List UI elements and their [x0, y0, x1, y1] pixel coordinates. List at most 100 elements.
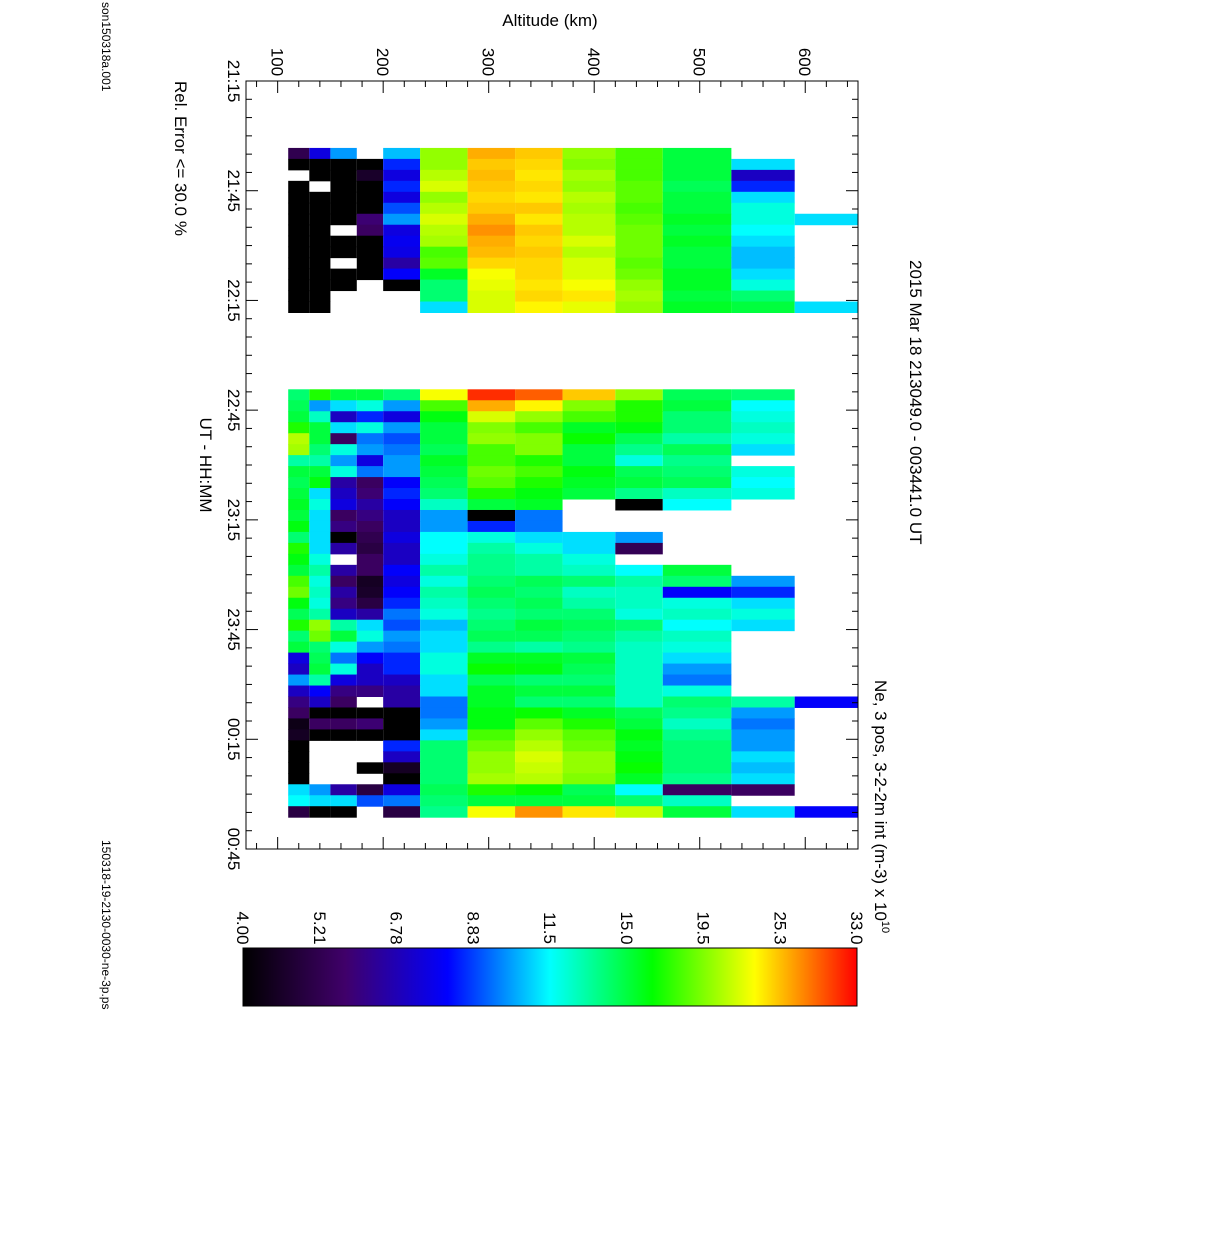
- heatmap-cell: [330, 696, 357, 708]
- x-tick-label: 22:15: [224, 279, 243, 322]
- heatmap-cell: [562, 268, 616, 281]
- heatmap-cell: [562, 301, 616, 313]
- heatmap-cell: [562, 674, 616, 687]
- colorbar-tick-label: 33.0: [847, 911, 866, 944]
- heatmap-cell: [615, 608, 663, 621]
- heatmap-cell: [288, 586, 310, 599]
- heatmap-cell: [356, 499, 384, 511]
- heatmap-cell: [662, 608, 732, 621]
- heatmap-cell: [562, 762, 616, 774]
- heatmap-cell: [615, 718, 663, 730]
- heatmap-cell: [383, 389, 421, 401]
- heatmap-cell: [330, 718, 357, 730]
- heatmap-cell: [330, 663, 357, 676]
- heatmap-cell: [356, 564, 384, 577]
- heatmap-cell: [562, 411, 616, 423]
- heatmap-cell: [615, 246, 663, 259]
- heatmap-cell: [467, 696, 516, 708]
- heatmap-cell: [288, 213, 310, 226]
- heatmap-cell: [309, 422, 331, 434]
- heatmap-cell: [420, 575, 468, 588]
- heatmap-cell: [330, 597, 357, 610]
- heatmap-cell: [309, 158, 331, 171]
- heatmap-cell: [731, 213, 795, 226]
- heatmap-cell: [383, 213, 421, 226]
- heatmap-cell: [420, 773, 468, 785]
- heatmap-cell: [420, 213, 468, 226]
- heatmap-cell: [383, 531, 421, 544]
- heatmap-cell: [309, 652, 331, 665]
- heatmap-cell: [330, 575, 357, 588]
- heatmap-cell: [731, 773, 795, 785]
- colorbar-tick-label: 6.78: [387, 911, 406, 944]
- heatmap-cell: [309, 575, 331, 588]
- heatmap-cell: [356, 685, 384, 697]
- heatmap-cell: [515, 784, 563, 796]
- heatmap-cell: [288, 795, 310, 807]
- heatmap-cell: [420, 466, 468, 478]
- heatmap-cell: [515, 411, 563, 423]
- heatmap-cell: [330, 488, 357, 500]
- heatmap-cell: [562, 147, 616, 160]
- heatmap-cell: [330, 444, 357, 456]
- heatmap-cell: [309, 466, 331, 478]
- heatmap-cell: [562, 652, 616, 665]
- heatmap-cell: [383, 477, 421, 489]
- heatmap-cell: [731, 290, 795, 303]
- heatmap-cell: [288, 707, 310, 719]
- heatmap-cell: [731, 751, 795, 763]
- heatmap-cell: [383, 553, 421, 566]
- heatmap-cell: [467, 477, 516, 489]
- heatmap-cell: [515, 674, 563, 687]
- heatmap-cell: [615, 290, 663, 303]
- heatmap-cell: [615, 542, 663, 555]
- heatmap-cell: [615, 158, 663, 171]
- heatmap-cell: [309, 235, 331, 248]
- heatmap-cell: [309, 784, 331, 796]
- plot-file-label: 150318-19-2130-0030-ne-3p.ps: [99, 840, 113, 1009]
- heatmap-cell: [288, 400, 310, 412]
- heatmap-cell: [288, 158, 310, 171]
- heatmap-cell: [615, 444, 663, 456]
- heatmap-cell: [615, 422, 663, 434]
- heatmap-cell: [562, 641, 616, 654]
- heatmap-cell: [615, 663, 663, 676]
- heatmap-cell: [731, 246, 795, 259]
- heatmap-cell: [467, 718, 516, 730]
- heatmap-cell: [562, 784, 616, 796]
- heatmap-cell: [467, 564, 516, 577]
- heatmap-cell: [288, 488, 310, 500]
- heatmap-cell: [420, 224, 468, 237]
- heatmap-cell: [420, 389, 468, 401]
- heatmap-cell: [330, 674, 357, 687]
- heatmap-cell: [330, 268, 357, 281]
- heatmap-cell: [467, 707, 516, 719]
- heatmap-cell: [356, 674, 384, 687]
- heatmap-cell: [662, 158, 732, 171]
- heatmap-cell: [467, 762, 516, 774]
- heatmap-cell: [467, 773, 516, 785]
- heatmap-cell: [288, 784, 310, 796]
- heatmap-cell: [420, 477, 468, 489]
- heatmap-cell: [288, 597, 310, 610]
- heatmap-cell: [662, 246, 732, 259]
- heatmap-cell: [615, 180, 663, 193]
- heatmap-cell: [288, 608, 310, 621]
- heatmap-cell: [562, 619, 616, 632]
- heatmap-cell: [662, 751, 732, 763]
- heatmap-cell: [383, 202, 421, 215]
- heatmap-cell: [383, 586, 421, 599]
- heatmap-cell: [309, 696, 331, 708]
- heatmap-cell: [288, 663, 310, 676]
- heatmap-cell: [467, 246, 516, 259]
- heatmap-cell: [330, 400, 357, 412]
- heatmap-cell: [309, 619, 331, 632]
- heatmap-cell: [383, 191, 421, 204]
- heatmap-cell: [356, 180, 384, 193]
- heatmap-cell: [330, 422, 357, 434]
- heatmap-cell: [330, 707, 357, 719]
- heatmap-cell: [562, 455, 616, 467]
- heatmap-cell: [288, 531, 310, 544]
- heatmap-cell: [420, 400, 468, 412]
- heatmap-cell: [356, 630, 384, 643]
